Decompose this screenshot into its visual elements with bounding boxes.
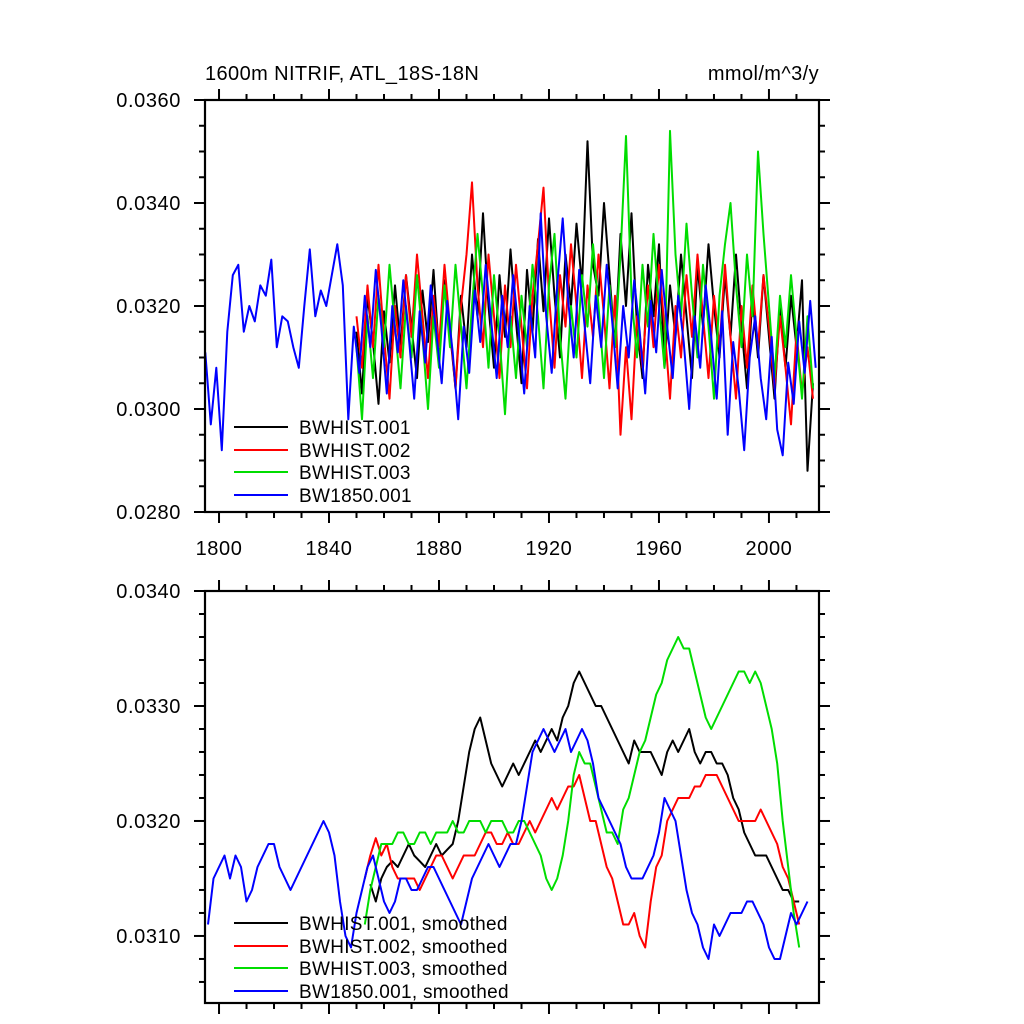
- series-group: [207, 636, 809, 960]
- y-tick-label: 0.0320: [116, 811, 181, 833]
- legend-label: BWHIST.002: [299, 441, 411, 462]
- top-panel: 1800 1840 1880 1920 1960 2000 0.0280 0.0300 0.03…: [116, 89, 830, 560]
- legend-label: BWHIST.003, smoothed: [299, 959, 508, 980]
- x-tick-label: 1920: [526, 538, 573, 560]
- legend-label: BW1850.001: [299, 486, 412, 507]
- x-tick-label: 1880: [416, 538, 463, 560]
- y-tick-label: 0.0320: [116, 296, 181, 318]
- chart-title: 1600m NITRIF, ATL_18S-18N: [205, 63, 479, 85]
- y-tick-label: 0.0340: [116, 581, 181, 603]
- x-tick-label: 2000: [746, 538, 793, 560]
- series-line-bw1850-001-smoothed: [207, 728, 809, 960]
- series-line-bwhist-002-smoothed: [363, 774, 801, 949]
- series-group: [205, 129, 817, 472]
- chart-units-label: mmol/m^3/y: [708, 63, 819, 85]
- y-tick-label: 0.0360: [116, 90, 181, 112]
- series-line-bwhist-003-smoothed: [363, 636, 801, 948]
- y-tick-label: 0.0280: [116, 502, 181, 524]
- bottom-panel: 0.0310 0.0320 0.0330 0.0340 BWHIST.001, smoo…: [116, 580, 830, 1014]
- legend-label: BWHIST.001, smoothed: [299, 914, 508, 935]
- legend-label: BWHIST.002, smoothed: [299, 937, 508, 958]
- legend-label: BWHIST.001: [299, 418, 411, 439]
- series-line-bwhist-001-smoothed: [369, 670, 800, 903]
- series-line-bwhist-003: [355, 129, 814, 421]
- y-tick-label: 0.0340: [116, 193, 181, 215]
- series-line-bwhist-001: [355, 140, 814, 472]
- y-tick-label: 0.0310: [116, 926, 181, 948]
- legend-label: BWHIST.003: [299, 463, 411, 484]
- y-tick-label: 0.0300: [116, 399, 181, 421]
- x-tick-label: 1840: [306, 538, 353, 560]
- y-tick-label: 0.0330: [116, 696, 181, 718]
- x-tick-label: 1800: [196, 538, 243, 560]
- x-tick-label: 1960: [636, 538, 683, 560]
- legend-label: BW1850.001, smoothed: [299, 982, 509, 1003]
- series-line-bw1850-001: [205, 212, 817, 457]
